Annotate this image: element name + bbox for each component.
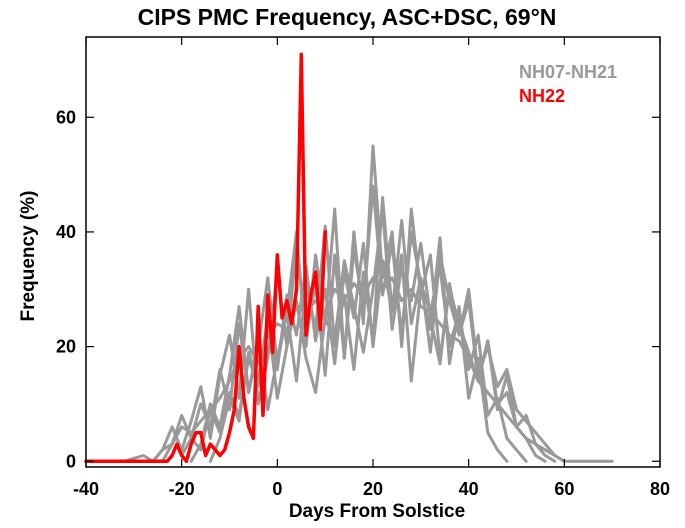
legend: NH07-NH21 NH22 [519,62,617,106]
y-axis-label: Frequency (%) [18,191,39,322]
x-tick-label: 80 [650,479,670,499]
series-line-nh22 [84,52,327,464]
x-tick-label: 60 [554,479,574,499]
chart-title: CIPS PMC Frequency, ASC+DSC, 69°N [138,4,557,30]
legend-entry: NH07-NH21 [519,62,617,82]
x-tick-label: 0 [272,479,282,499]
x-tick-label: 40 [459,479,479,499]
series-line-nh07-nh21-5 [189,196,509,463]
x-axis-label: Days From Solstice [289,501,465,522]
series-line-nh07-nh21-3 [161,184,528,463]
x-tick-label: 20 [363,479,383,499]
legend-entry: NH22 [519,86,565,106]
y-tick-label: 20 [56,337,76,357]
axis-ticks: -40 -20 0 20 40 60 80 0 20 40 60 [56,37,670,499]
y-tick-label: 40 [56,222,76,242]
y-tick-label: 0 [66,451,76,471]
plot-frame [85,36,661,468]
x-tick-label: -40 [73,479,99,499]
x-tick-label: -20 [169,479,195,499]
y-tick-label: 60 [56,107,76,127]
plot-area [84,52,614,464]
